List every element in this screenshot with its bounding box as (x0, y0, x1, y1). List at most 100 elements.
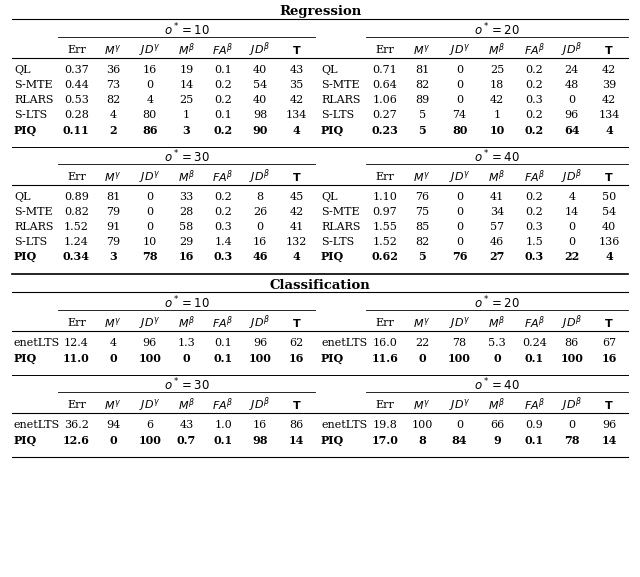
Text: 10: 10 (490, 125, 504, 136)
Text: 10: 10 (143, 237, 157, 247)
Text: 94: 94 (106, 420, 120, 430)
Text: $\mathit{FA}^\beta$: $\mathit{FA}^\beta$ (524, 397, 545, 413)
Text: 1.3: 1.3 (178, 338, 195, 348)
Text: 81: 81 (106, 192, 120, 202)
Text: 0.3: 0.3 (525, 252, 544, 263)
Text: $\mathit{JD}^\beta$: $\mathit{JD}^\beta$ (561, 168, 582, 186)
Text: QL: QL (321, 65, 337, 75)
Text: $\mathit{M}^\gamma$: $\mathit{M}^\gamma$ (104, 43, 122, 57)
Text: 0.2: 0.2 (525, 192, 543, 202)
Text: $\mathit{M}^\gamma$: $\mathit{M}^\gamma$ (413, 170, 431, 184)
Text: 132: 132 (286, 237, 307, 247)
Text: $\mathbf{T}$: $\mathbf{T}$ (292, 171, 301, 183)
Text: 0: 0 (568, 222, 575, 232)
Text: PIQ: PIQ (14, 125, 37, 136)
Text: 91: 91 (106, 222, 120, 232)
Text: $\mathit{JD}^\gamma$: $\mathit{JD}^\gamma$ (139, 315, 161, 331)
Text: 0.3: 0.3 (525, 222, 543, 232)
Text: 0: 0 (568, 237, 575, 247)
Text: 40: 40 (253, 95, 267, 105)
Text: 1.4: 1.4 (214, 237, 232, 247)
Text: $\mathit{M}^\gamma$: $\mathit{M}^\gamma$ (413, 316, 431, 330)
Text: $\mathit{JD}^\beta$: $\mathit{JD}^\beta$ (250, 41, 271, 59)
Text: $\mathit{JD}^\gamma$: $\mathit{JD}^\gamma$ (139, 169, 161, 185)
Text: 82: 82 (106, 95, 120, 105)
Text: Err: Err (67, 45, 86, 55)
Text: $\mathit{o}^* = 10$: $\mathit{o}^* = 10$ (164, 295, 209, 312)
Text: 0.2: 0.2 (214, 125, 233, 136)
Text: 29: 29 (179, 237, 194, 247)
Text: $\mathit{JD}^\gamma$: $\mathit{JD}^\gamma$ (449, 315, 470, 331)
Text: 0.2: 0.2 (525, 80, 543, 90)
Text: $\mathbf{T}$: $\mathbf{T}$ (604, 317, 614, 329)
Text: 4: 4 (109, 110, 116, 120)
Text: S-MTE: S-MTE (321, 207, 360, 217)
Text: 1: 1 (183, 110, 190, 120)
Text: 1.24: 1.24 (64, 237, 89, 247)
Text: $\mathit{JD}^\gamma$: $\mathit{JD}^\gamma$ (449, 397, 470, 413)
Text: enetLTS: enetLTS (14, 420, 60, 430)
Text: 26: 26 (253, 207, 267, 217)
Text: 75: 75 (415, 207, 429, 217)
Text: 36: 36 (106, 65, 120, 75)
Text: 0.2: 0.2 (525, 110, 543, 120)
Text: 73: 73 (106, 80, 120, 90)
Text: 100: 100 (561, 353, 583, 364)
Text: 5: 5 (419, 252, 426, 263)
Text: 78: 78 (564, 434, 580, 445)
Text: 25: 25 (490, 65, 504, 75)
Text: $\mathit{JD}^\beta$: $\mathit{JD}^\beta$ (250, 396, 271, 414)
Text: 0.2: 0.2 (214, 192, 232, 202)
Text: $\mathit{o}^* = 20$: $\mathit{o}^* = 20$ (474, 22, 520, 38)
Text: 0.89: 0.89 (64, 192, 89, 202)
Text: 24: 24 (564, 65, 579, 75)
Text: 25: 25 (179, 95, 194, 105)
Text: 96: 96 (602, 420, 616, 430)
Text: 0: 0 (109, 434, 117, 445)
Text: PIQ: PIQ (321, 434, 344, 445)
Text: 0.27: 0.27 (372, 110, 397, 120)
Text: 0.2: 0.2 (214, 80, 232, 90)
Text: 41: 41 (289, 222, 304, 232)
Text: 0.34: 0.34 (63, 252, 90, 263)
Text: PIQ: PIQ (14, 353, 37, 364)
Text: 36.2: 36.2 (64, 420, 89, 430)
Text: QL: QL (14, 65, 31, 75)
Text: 42: 42 (602, 95, 616, 105)
Text: $\mathit{o}^* = 40$: $\mathit{o}^* = 40$ (474, 149, 520, 165)
Text: 136: 136 (598, 237, 620, 247)
Text: 35: 35 (289, 80, 304, 90)
Text: 3: 3 (182, 125, 190, 136)
Text: 0.2: 0.2 (525, 65, 543, 75)
Text: 67: 67 (602, 338, 616, 348)
Text: 0.9: 0.9 (525, 420, 543, 430)
Text: $\mathbf{T}$: $\mathbf{T}$ (604, 44, 614, 56)
Text: 0.37: 0.37 (64, 65, 89, 75)
Text: 3: 3 (109, 252, 117, 263)
Text: 0: 0 (146, 222, 154, 232)
Text: 0: 0 (182, 353, 190, 364)
Text: 0: 0 (257, 222, 264, 232)
Text: 5: 5 (419, 110, 426, 120)
Text: 4: 4 (109, 338, 116, 348)
Text: 16.0: 16.0 (372, 338, 397, 348)
Text: 54: 54 (253, 80, 267, 90)
Text: 62: 62 (289, 338, 304, 348)
Text: 39: 39 (602, 80, 616, 90)
Text: 11.0: 11.0 (63, 353, 90, 364)
Text: $\mathit{FA}^\beta$: $\mathit{FA}^\beta$ (524, 42, 545, 58)
Text: 0.97: 0.97 (372, 207, 397, 217)
Text: 4: 4 (146, 95, 154, 105)
Text: 100: 100 (248, 353, 271, 364)
Text: $\mathit{o}^* = 10$: $\mathit{o}^* = 10$ (164, 22, 209, 38)
Text: PIQ: PIQ (321, 125, 344, 136)
Text: $\mathit{JD}^\beta$: $\mathit{JD}^\beta$ (250, 314, 271, 332)
Text: Err: Err (375, 318, 394, 328)
Text: 28: 28 (179, 207, 194, 217)
Text: $\mathit{JD}^\gamma$: $\mathit{JD}^\gamma$ (449, 42, 470, 58)
Text: QL: QL (321, 192, 337, 202)
Text: RLARS: RLARS (321, 95, 360, 105)
Text: $\mathit{JD}^\gamma$: $\mathit{JD}^\gamma$ (449, 169, 470, 185)
Text: $\mathit{FA}^\beta$: $\mathit{FA}^\beta$ (524, 168, 545, 185)
Text: $\mathit{FA}^\beta$: $\mathit{FA}^\beta$ (524, 314, 545, 331)
